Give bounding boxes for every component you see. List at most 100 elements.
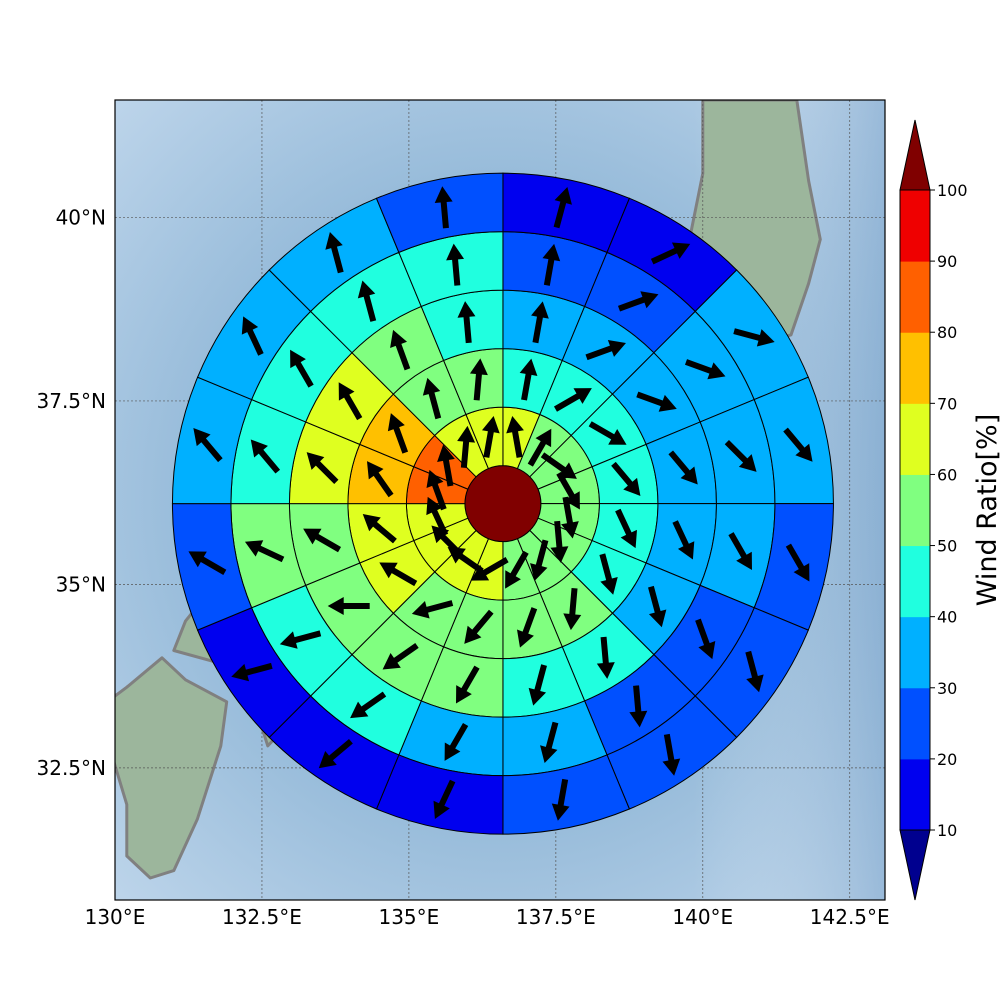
colorbar-bin (900, 474, 930, 547)
wind-arrow-shape (585, 339, 626, 361)
wind-arrow-shape (481, 416, 500, 458)
wind-arrow (553, 388, 592, 412)
wind-arrow-shape (306, 452, 339, 484)
wind-arrow-shape (629, 685, 648, 728)
x-tick-label: 132.5°E (222, 905, 302, 929)
wind-arrow (585, 339, 626, 361)
wind-arrow-shape (599, 553, 618, 595)
colorbar-frame (899, 189, 931, 831)
wind-arrow (615, 508, 637, 549)
wind-arrow-shape (327, 597, 370, 615)
wind-arrow (422, 377, 442, 420)
wind-arrow-shape (617, 291, 659, 312)
wind-arrow-shape (551, 778, 570, 821)
wind-arrow (231, 662, 273, 682)
wind-arrow-shape (188, 551, 227, 575)
wind-arrow (556, 471, 580, 510)
wind-arrow (457, 301, 476, 344)
wind-arrow-shape (531, 301, 549, 344)
wind-direction-arrows (188, 186, 813, 821)
wind-arrow-shape (540, 452, 577, 479)
wind-arrow-shape (379, 562, 418, 587)
wind-arrow (481, 416, 500, 458)
y-tick-label: 35°N (56, 572, 106, 596)
wind-arrow (327, 597, 370, 615)
wind-arrow-shape (457, 425, 476, 468)
x-tick-label: 130°E (85, 905, 146, 929)
wind-arrow (362, 514, 397, 544)
wind-arrow (561, 496, 579, 539)
colorbar-tick-label: 30 (937, 679, 957, 698)
colorbar-bin (900, 332, 930, 404)
wind-arrow (290, 349, 314, 388)
wind-arrow-shape (437, 444, 455, 487)
wind-arrow (551, 778, 570, 821)
wind-arrow (588, 421, 627, 445)
wind-arrow-shape (446, 243, 465, 286)
wind-arrow (550, 520, 569, 563)
x-tick-label: 140°E (672, 905, 733, 929)
wind-arrow (464, 609, 494, 644)
wind-arrow-shape (553, 186, 572, 229)
wind-arrow (457, 425, 476, 468)
wind-arrow (350, 691, 387, 719)
wind-arrow-shape (636, 391, 677, 412)
wind-arrow (505, 550, 529, 589)
colorbar-extend-min (899, 829, 931, 901)
wind-arrow (650, 242, 691, 265)
wind-arrow (193, 428, 223, 463)
wind-arrow-shape (426, 496, 449, 537)
wind-arrow-shape (563, 588, 582, 631)
wind-arrow (527, 428, 552, 467)
wind-arrow (431, 525, 464, 558)
wind-arrow-shape (390, 329, 411, 371)
wind-arrow-shape (615, 508, 637, 549)
y-tick-label: 37.5°N (37, 389, 107, 413)
wind-arrow (366, 461, 394, 498)
wind-arrow-shape (650, 242, 691, 265)
korea-landmass (0, 100, 92, 621)
colorbar-tick-label: 100 (937, 181, 968, 200)
wind-arrow-shape (444, 722, 469, 761)
wind-arrow-shape (366, 461, 394, 498)
wind-arrow (629, 685, 648, 728)
wind-arrow (469, 358, 488, 401)
wind-arrow (426, 469, 447, 511)
wind-arrow-shape (527, 428, 552, 467)
wind-arrow-shape (382, 642, 419, 670)
wind-arrow (444, 722, 469, 761)
wind-arrow-shape (516, 607, 538, 648)
wind-arrow (357, 280, 377, 322)
wind-arrow-shape (244, 540, 285, 563)
wind-arrow-shape (434, 186, 453, 229)
wind-arrow (279, 630, 322, 649)
colorbar-bin (900, 403, 930, 475)
wind-arrow (724, 440, 757, 472)
wind-arrow (668, 450, 698, 485)
wind-arrow-shape (783, 427, 813, 462)
wind-arrow-shape (470, 557, 509, 581)
wind-arrow-shape (662, 733, 681, 776)
colorbar-tick-label: 80 (937, 323, 957, 342)
wind-arrow (241, 316, 264, 356)
kyushu-landmass (115, 656, 229, 880)
wind-arrow-shape (588, 421, 627, 445)
wind-arrow (542, 243, 561, 286)
wind-arrow-shape (648, 585, 667, 628)
wind-arrow (411, 600, 454, 619)
wind-arrow (785, 543, 810, 582)
y-axis-ticks: 40°N 37.5°N 35°N 32.5°N (37, 205, 107, 779)
wind-arrow-shape (456, 665, 480, 704)
wind-arrow-shape (733, 328, 775, 347)
wind-arrow-shape (672, 520, 695, 560)
wind-arrow (617, 291, 659, 312)
wind-arrow (456, 665, 480, 704)
wind-arrow (434, 186, 453, 229)
wind-arrow (446, 243, 465, 286)
x-tick-label: 135°E (378, 905, 439, 929)
wind-arrow-shape (338, 382, 363, 421)
wind-arrow-shape (556, 471, 580, 510)
wind-arrow-shape (553, 388, 592, 412)
wind-arrow-shape (464, 609, 494, 644)
colorbar-bin (900, 545, 930, 618)
